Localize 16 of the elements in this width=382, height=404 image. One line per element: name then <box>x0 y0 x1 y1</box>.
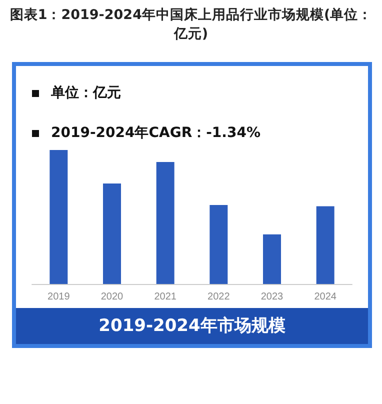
text: 单位：亿元 <box>51 84 121 102</box>
bar <box>103 184 121 284</box>
bar <box>50 150 68 284</box>
x-tick-label: 2019 <box>48 292 70 302</box>
bar <box>210 204 228 284</box>
x-axis-title: 2019-2024年市场规模 <box>16 308 368 344</box>
chart-title: 图表1：2019-2024年中国床上用品行业市场规模(单位：亿元) <box>8 6 374 44</box>
x-tick-label: 2023 <box>260 292 284 302</box>
bar <box>156 162 174 284</box>
text: 2019-2024年CAGR：-1.34% <box>51 124 261 142</box>
x-tick-label: 2024 <box>314 292 337 302</box>
x-tick-label: 2020 <box>100 292 124 302</box>
x-tick-label: 2021 <box>154 292 177 302</box>
bar <box>263 234 281 284</box>
bar <box>316 206 334 284</box>
x-tick-label: 2022 <box>208 292 230 302</box>
